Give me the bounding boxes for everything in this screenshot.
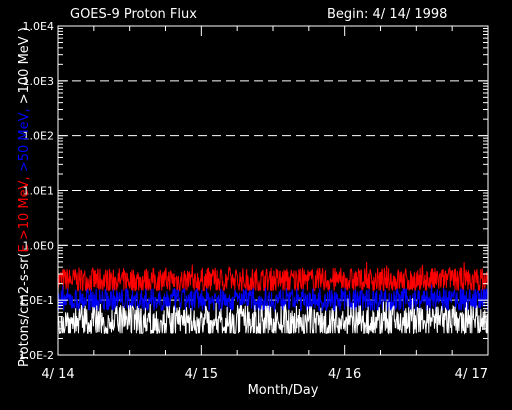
x-tick-label: 4/ 15 [185,367,218,382]
x-tick-label: 4/ 16 [328,367,361,382]
x-axis-label: Month/Day [248,383,319,398]
y-tick-label: 1.0E-2 [19,349,54,362]
x-tick-label: 4/ 17 [455,367,488,382]
x-tick-label: 4/ 14 [41,367,74,382]
y-tick-label: 1.0E2 [23,130,54,143]
series-line-0 [57,261,489,293]
grid-lines [58,80,488,301]
y-label-part: >100 MeV ) [17,27,32,104]
y-tick-label: 1.0E4 [23,20,54,33]
x-tick-labels: 4/ 14 4/ 15 4/ 16 4/ 17 [41,367,488,382]
y-label-part: >50 MeV, [17,104,32,172]
series-line-2 [57,298,489,336]
y-axis-label: Protons/cm2-s-sr(E >10 MeV, >50 MeV, >10… [17,27,32,367]
y-tick-label: 1.0E-1 [19,294,54,307]
y-tick-label: 1.0E3 [23,75,54,88]
y-label-part: Protons/cm2-s-sr( [17,253,32,368]
axes [57,25,489,356]
y-label-part: E >10 MeV, [17,172,32,252]
chart-title: GOES-9 Proton Flux [70,7,197,22]
y-tick-label: 1.0E0 [23,239,54,252]
series-group [57,261,489,336]
y-tick-labels: 1.0E-2 1.0E-1 1.0E0 1.0E1 1.0E2 1.0E3 1.0E4 [19,20,54,362]
begin-date: Begin: 4/ 14/ 1998 [327,7,447,22]
y-tick-label: 1.0E1 [23,185,54,198]
